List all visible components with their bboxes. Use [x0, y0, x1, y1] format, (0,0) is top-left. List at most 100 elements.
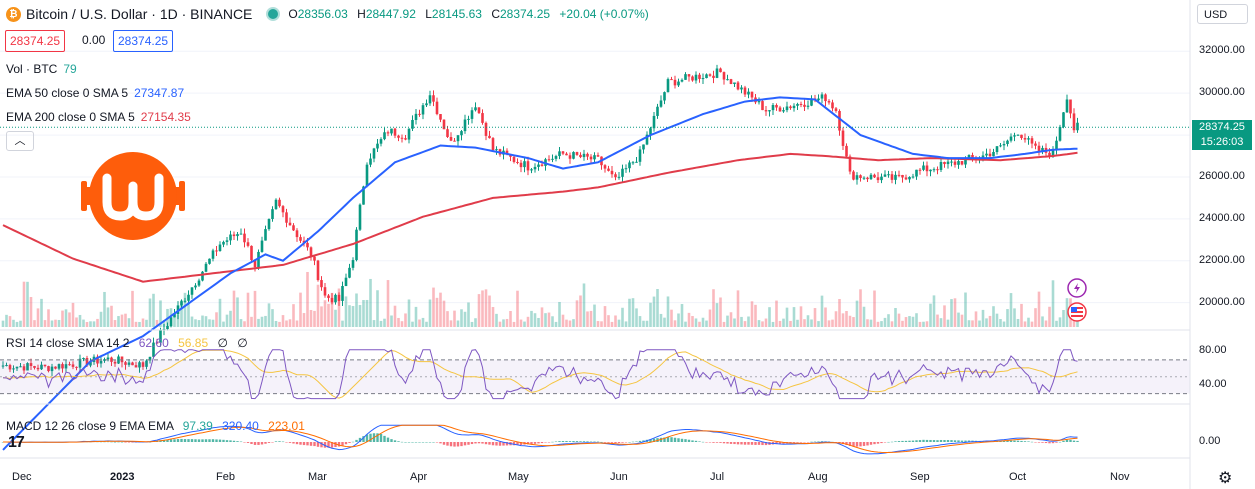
- macd-hist-bar: [866, 442, 869, 446]
- candle-body: [456, 135, 460, 142]
- candle-body: [859, 175, 862, 178]
- volume-bar: [894, 308, 897, 327]
- volume-value: 79: [63, 62, 77, 76]
- candle-body: [344, 277, 348, 287]
- volume-bar: [64, 309, 68, 327]
- volume-bar: [778, 320, 782, 327]
- candle-body: [183, 300, 187, 302]
- volume-bar: [386, 280, 390, 327]
- macd-hist-bar: [1034, 442, 1037, 443]
- volume-bar: [715, 303, 719, 327]
- candle-body: [831, 102, 834, 109]
- candle-body: [99, 360, 103, 364]
- ema200-legend[interactable]: EMA 200 close 0 SMA 5 27154.35: [6, 110, 191, 124]
- volume-bar: [250, 316, 253, 327]
- candle-body: [404, 138, 407, 140]
- volume-bar: [533, 313, 537, 327]
- macd-hist-bar: [628, 441, 631, 443]
- volume-bar: [435, 297, 439, 327]
- macd-hist-bar: [169, 439, 173, 442]
- buy-price-box[interactable]: 28374.25: [113, 30, 174, 52]
- macd-hist-bar: [953, 440, 957, 442]
- tradingview-logo[interactable]: 17: [8, 434, 25, 451]
- volume-bar: [544, 313, 547, 327]
- volume-bar: [190, 316, 194, 327]
- us-flag-icon[interactable]: [1067, 302, 1087, 322]
- rsi-tick-label: 80.00: [1199, 344, 1227, 357]
- volume-bar: [50, 320, 54, 327]
- ema200-line: [2, 151, 1078, 283]
- time-tick-label: Feb: [216, 471, 235, 483]
- volume-bar: [561, 314, 565, 327]
- macd-hist-bar: [680, 438, 684, 442]
- volume-bar: [1, 320, 5, 327]
- candle-body: [708, 74, 712, 76]
- ema50-legend[interactable]: EMA 50 close 0 SMA 5 27347.87: [6, 86, 185, 100]
- symbol-title[interactable]: Bitcoin / U.S. Dollar · 1D · BINANCE: [26, 6, 253, 22]
- candle-body: [5, 365, 8, 367]
- candle-body: [428, 95, 432, 104]
- volume-legend[interactable]: Vol · BTC 79: [6, 62, 77, 76]
- candle-body: [1006, 140, 1009, 145]
- macd-hist-bar: [404, 442, 407, 443]
- candle-body: [652, 115, 656, 129]
- macd-legend[interactable]: MACD 12 26 close 9 EMA EMA 97.39 320.40 …: [6, 419, 305, 433]
- rsi-legend[interactable]: RSI 14 close SMA 14 2 62.60 56.85 ∅ ∅: [6, 336, 248, 350]
- candle-body: [204, 263, 208, 272]
- candle-body: [169, 317, 173, 327]
- macd-hist-bar: [330, 442, 334, 448]
- volume-bar: [400, 321, 404, 327]
- macd-hist-bar: [379, 433, 383, 442]
- gear-icon[interactable]: ⚙: [1218, 470, 1233, 487]
- volume-bar: [600, 321, 603, 327]
- volume-bar: [554, 321, 558, 327]
- volume-bar: [897, 313, 901, 327]
- lightning-icon[interactable]: [1067, 278, 1087, 298]
- time-tick-label: Aug: [808, 471, 828, 483]
- volume-bar: [953, 298, 957, 327]
- currency-select[interactable]: USD: [1197, 4, 1248, 24]
- candle-body: [628, 162, 631, 169]
- candle-body: [407, 128, 411, 140]
- volume-bar: [159, 300, 162, 327]
- candle-body: [841, 130, 845, 146]
- volume-bar: [1013, 308, 1016, 327]
- volume-bar: [453, 310, 456, 327]
- macd-hist-bar: [890, 441, 894, 443]
- candle-body: [698, 74, 701, 79]
- sell-price-box[interactable]: 28374.25: [5, 30, 66, 52]
- ema200-value: 27154.35: [140, 110, 191, 124]
- macd-hist-bar: [400, 441, 404, 443]
- volume-bar: [222, 321, 225, 327]
- candle-body: [432, 95, 435, 102]
- macd-hist-bar: [579, 441, 582, 442]
- rsi-ma-line: [2, 349, 1078, 399]
- macd-hist-bar: [257, 442, 260, 445]
- macd-hist-bar: [274, 441, 278, 442]
- candle-body: [610, 170, 614, 175]
- macd-hist-bar: [376, 433, 379, 442]
- candle-body: [351, 260, 355, 268]
- macd-hist-bar: [544, 442, 547, 443]
- volume-bar: [75, 317, 78, 327]
- macd-hist-bar: [386, 437, 390, 442]
- market-status-icon[interactable]: [266, 7, 281, 21]
- candle-body: [33, 366, 36, 368]
- price-tick-label: 30000.00: [1199, 86, 1245, 99]
- volume-bar: [915, 313, 918, 327]
- chevron-up-icon[interactable]: ︿: [6, 131, 34, 151]
- volume-bar: [57, 319, 61, 327]
- macd-hist-bar: [383, 435, 386, 442]
- candle-body: [519, 162, 523, 168]
- macd-hist-bar: [309, 442, 313, 446]
- macd-hist-bar: [936, 440, 939, 442]
- candle-body: [85, 358, 89, 366]
- macd-hist-bar: [554, 441, 558, 443]
- candle-body: [320, 280, 323, 288]
- volume-bar: [145, 319, 148, 327]
- macd-hist-bar: [1006, 440, 1009, 442]
- volume-bar: [572, 319, 575, 327]
- time-tick-label: Jul: [710, 471, 725, 483]
- candle-body: [586, 153, 589, 157]
- candle-body: [911, 176, 915, 178]
